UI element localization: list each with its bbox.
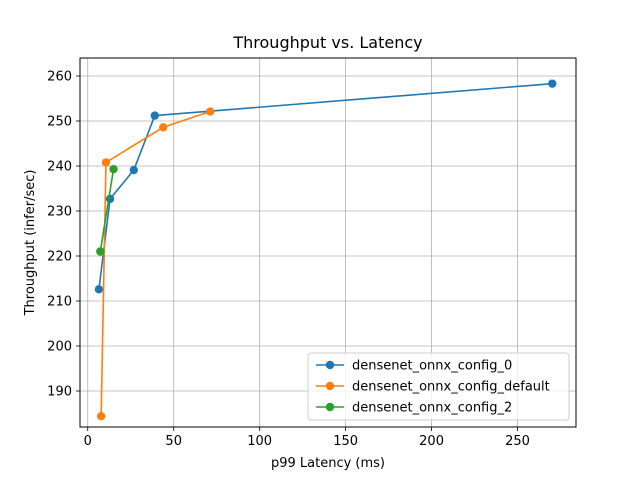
data-point [109,164,118,174]
y-tick-label: 240 [47,160,72,175]
x-axis-ticks: 0 50 100 150 200 250 [84,427,530,449]
data-point [548,79,557,88]
x-tick-label: 50 [165,434,182,449]
data-point [94,285,104,294]
legend-label: densenet_onnx_config_default [352,380,550,395]
legend-label: densenet_onnx_config_0 [352,359,512,374]
x-tick-label: 0 [84,434,92,449]
grid [80,58,576,427]
x-tick-label: 150 [333,434,358,449]
x-tick-label: 250 [505,434,530,449]
data-point [96,412,106,421]
y-tick-label: 260 [47,70,72,85]
series-line [100,110,211,417]
data-point [205,107,215,116]
x-tick-label: 200 [419,434,444,449]
y-tick-label: 250 [47,115,72,130]
y-tick-label: 220 [47,250,72,265]
legend-marker [325,360,335,370]
y-tick-label: 190 [47,385,72,400]
y-tick-label: 230 [47,205,72,220]
data-point [105,194,115,204]
data-point [96,247,105,256]
x-axis-label: p99 Latency (ms) [271,456,385,471]
legend-marker [325,381,335,391]
y-tick-label: 210 [47,295,72,310]
data-point [129,165,139,175]
y-axis-ticks: 190 200 210 220 230 240 250 260 [47,70,80,400]
chart-title: Throughput vs. Latency [232,33,422,52]
legend-marker [325,402,335,412]
y-tick-label: 200 [47,340,72,355]
data-point [159,123,168,132]
y-axis-label: Throughput (infer/sec) [23,170,38,317]
legend: densenet_onnx_config_0 densenet_onnx_conf… [307,352,570,421]
series-lines [94,79,557,421]
data-point [101,158,111,167]
x-tick-label: 100 [247,434,272,449]
legend-label: densenet_onnx_config_2 [352,401,512,416]
data-point [150,111,159,120]
legend-box [307,352,570,421]
series-line [99,169,115,252]
plot-area-frame [79,57,577,428]
